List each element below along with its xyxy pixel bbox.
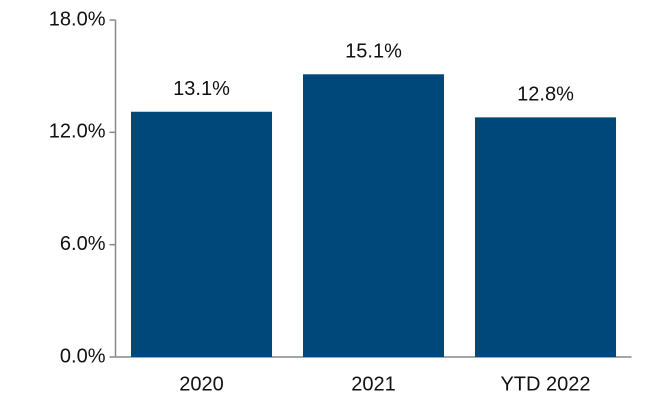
bar [302,74,445,358]
y-tick-label: 0.0% [60,345,106,367]
bar [474,117,617,357]
value-label: 13.1% [173,78,230,100]
y-tick-label: 6.0% [60,233,106,255]
y-tick-label: 18.0% [49,8,106,30]
x-tick-label: 2020 [179,373,224,395]
value-label: 15.1% [345,41,402,63]
bar [130,111,273,357]
x-tick-label: YTD 2022 [500,373,590,395]
value-label: 12.8% [517,84,574,106]
y-tick-label: 12.0% [49,121,106,143]
x-tick-label: 2021 [351,373,396,395]
